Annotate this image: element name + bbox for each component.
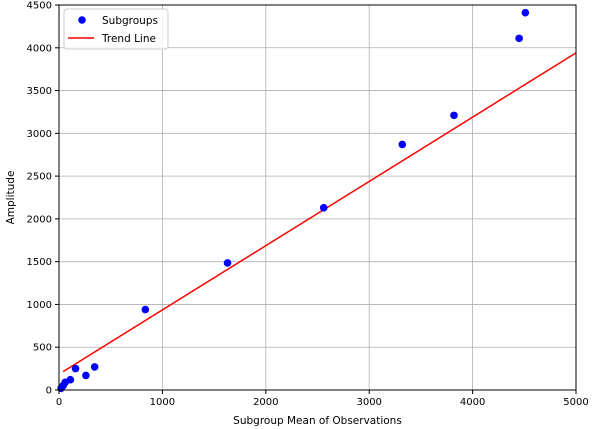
y-axis-label: Amplitude [5, 171, 17, 225]
x-tick-label: 5000 [563, 397, 588, 408]
data-point [141, 305, 150, 314]
trend-line [62, 52, 577, 373]
legend-label-subgroups: Subgroups [102, 15, 158, 27]
data-point [450, 111, 458, 120]
y-tick-label: 500 [33, 343, 52, 354]
y-tick-label: 0 [46, 386, 52, 397]
legend: Subgroups Trend Line [63, 8, 169, 50]
data-point [82, 371, 90, 380]
y-tick-label: 2500 [27, 172, 52, 183]
x-tick-label: 2000 [253, 397, 278, 408]
data-point [515, 34, 523, 43]
y-tick-label: 2000 [27, 214, 52, 225]
grid [58, 4, 577, 391]
y-tick-label: 4500 [27, 1, 52, 12]
trend-line-layer [62, 52, 577, 373]
x-axis-ticks: 0 1000 2000 3000 4000 5000 [56, 390, 589, 408]
y-tick-label: 3000 [27, 129, 52, 140]
plot-frame [58, 4, 577, 391]
y-tick-label: 1000 [27, 300, 52, 311]
y-tick-label: 3500 [27, 86, 52, 97]
legend-marker-subgroups [78, 16, 86, 24]
legend-label-trend-line: Trend Line [101, 33, 156, 45]
y-axis-ticks: 0 500 1000 1500 2000 2500 3000 3500 4000 4500 [27, 1, 59, 397]
x-tick-label: 1000 [150, 397, 175, 408]
x-tick-label: 4000 [460, 397, 485, 408]
data-point [71, 364, 80, 373]
y-tick-label: 4000 [27, 43, 52, 54]
data-point [66, 375, 75, 384]
data-point [521, 8, 530, 17]
data-points [57, 8, 530, 393]
data-point [223, 259, 232, 267]
x-axis-label: Subgroup Mean of Observations [233, 415, 402, 427]
x-tick-label: 0 [56, 397, 62, 408]
data-point [90, 363, 99, 371]
x-tick-label: 3000 [356, 397, 381, 408]
legend-box [63, 8, 169, 50]
data-point [319, 203, 328, 212]
y-tick-label: 1500 [27, 257, 52, 268]
data-point [398, 140, 407, 149]
